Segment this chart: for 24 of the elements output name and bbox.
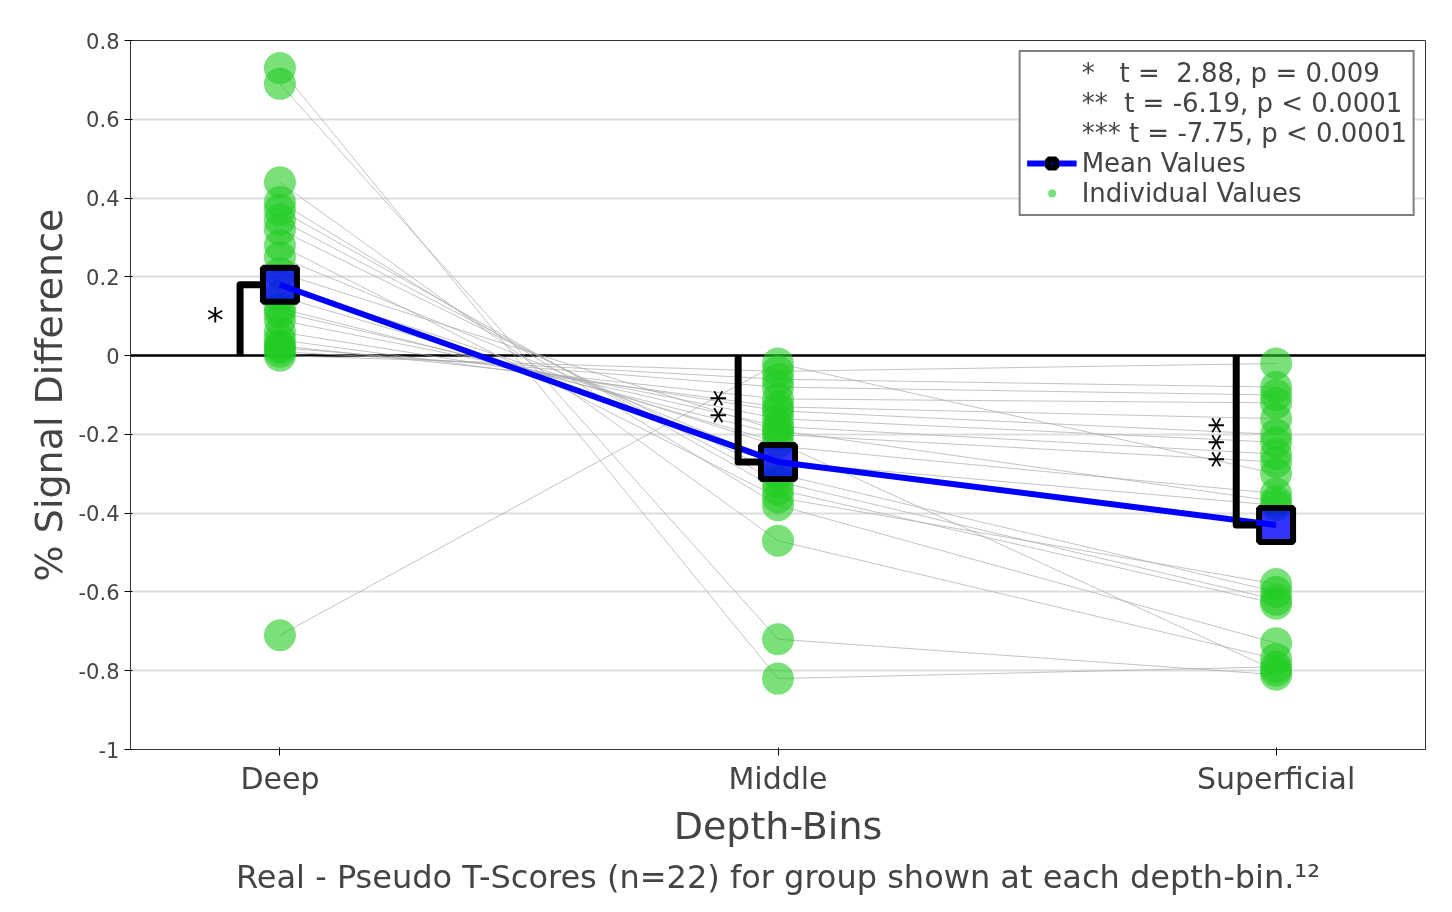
annotation: ** bbox=[693, 389, 734, 424]
text: Real - Pseudo T-Scores (n=22) for group shown at each depth-bin.¹² bbox=[236, 857, 1320, 896]
y-axis-title: % Signal Difference bbox=[26, 208, 71, 582]
y-tick-label: 0.8 bbox=[86, 29, 120, 54]
y-tick-label: -0.2 bbox=[78, 423, 120, 448]
x-tick-label: Superficial bbox=[1196, 760, 1356, 796]
y-tick-label: -0.6 bbox=[78, 580, 120, 605]
y-tick-label: 0.4 bbox=[86, 187, 120, 212]
y-tick-label: 0.6 bbox=[86, 108, 120, 133]
annotation: * bbox=[206, 300, 224, 341]
annotation: *** t = -7.75, p < 0.0001 bbox=[1081, 118, 1407, 148]
x-tick-label: Middle bbox=[728, 760, 828, 796]
y-tick-label: -0.8 bbox=[78, 659, 120, 684]
y-tick-label: -0.4 bbox=[78, 502, 120, 527]
annotation: * t = 2.88, p = 0.009 bbox=[1081, 58, 1380, 88]
y-tick-label: -1 bbox=[98, 738, 120, 763]
annotation: *** bbox=[1191, 416, 1232, 468]
legend-label: Mean Values bbox=[1081, 148, 1246, 178]
annotation: ** t = -6.19, p < 0.0001 bbox=[1081, 88, 1403, 118]
legend-label: Individual Values bbox=[1081, 178, 1302, 208]
x-axis-title: Depth-Bins bbox=[673, 803, 883, 848]
x-tick-label: Deep bbox=[240, 760, 320, 796]
y-tick-label: 0 bbox=[106, 344, 120, 369]
y-tick-label: 0.2 bbox=[86, 265, 120, 290]
